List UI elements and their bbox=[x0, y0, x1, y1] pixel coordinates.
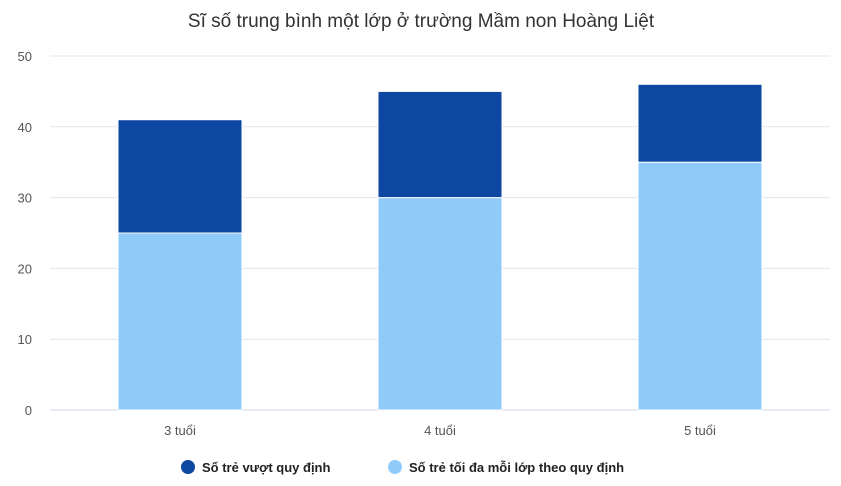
x-tick-label: 3 tuổi bbox=[164, 423, 196, 438]
bar-segment[interactable] bbox=[637, 161, 763, 411]
legend-item[interactable]: Số trẻ vượt quy định bbox=[181, 460, 330, 475]
y-tick-label: 20 bbox=[18, 261, 32, 276]
bar-segment[interactable] bbox=[377, 197, 503, 411]
bar-segment[interactable] bbox=[117, 119, 243, 234]
y-tick-label: 50 bbox=[18, 49, 32, 64]
y-tick-label: 30 bbox=[18, 191, 32, 206]
bar-segment[interactable] bbox=[117, 232, 243, 411]
bar-segment[interactable] bbox=[377, 90, 503, 199]
legend-label: Số trẻ tối đa mỗi lớp theo quy định bbox=[409, 460, 624, 475]
legend-swatch bbox=[181, 460, 195, 474]
x-tick-label: 4 tuổi bbox=[424, 423, 456, 438]
legend-item[interactable]: Số trẻ tối đa mỗi lớp theo quy định bbox=[388, 460, 624, 475]
chart-title: Sĩ số trung bình một lớp ở trường Mầm no… bbox=[188, 11, 655, 32]
y-tick-label: 10 bbox=[18, 332, 32, 347]
x-tick-label: 5 tuổi bbox=[684, 423, 716, 438]
y-tick-label: 40 bbox=[18, 120, 32, 135]
legend-label: Số trẻ vượt quy định bbox=[202, 460, 330, 475]
legend-swatch bbox=[388, 460, 402, 474]
y-tick-label: 0 bbox=[25, 403, 32, 418]
bar-segment[interactable] bbox=[637, 83, 763, 163]
